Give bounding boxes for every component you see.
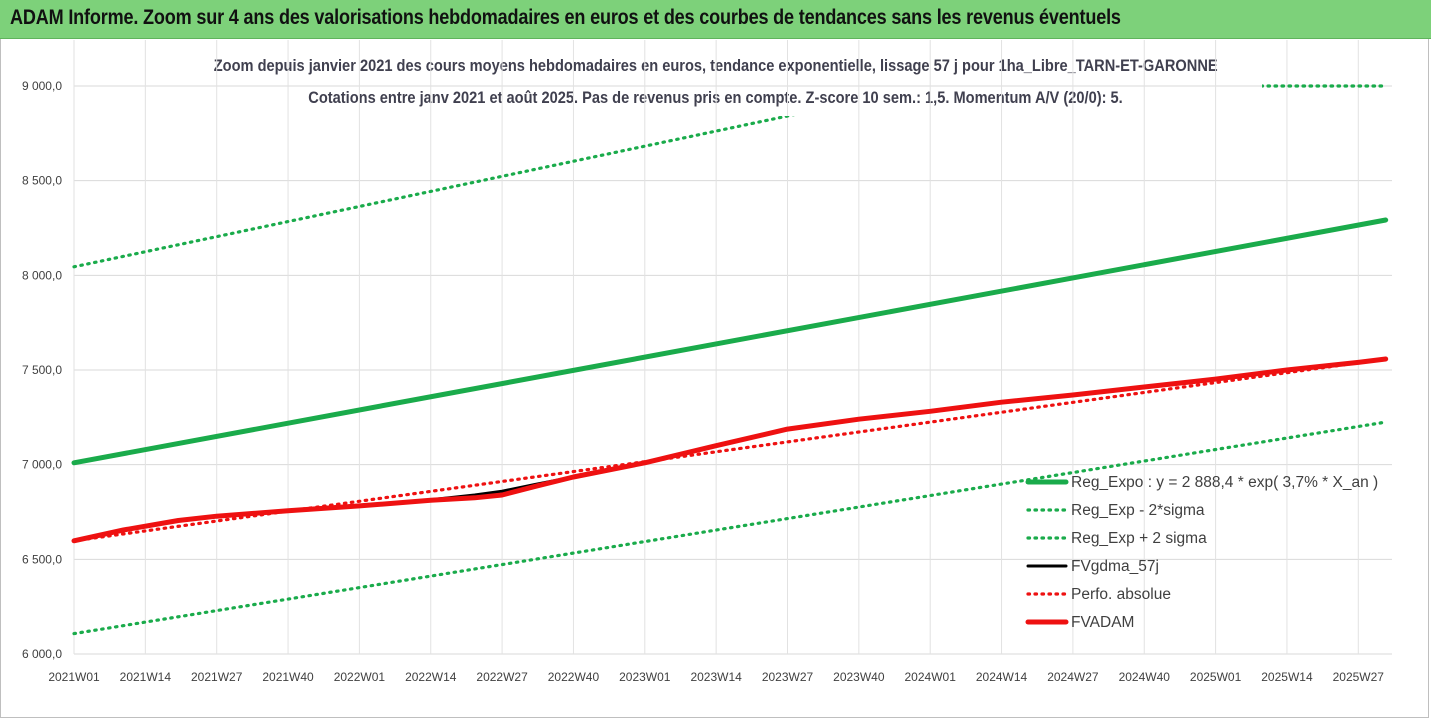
x-tick-label: 2024W14	[976, 670, 1028, 684]
legend-label: Reg_Exp - 2*sigma	[1071, 502, 1205, 519]
x-tick-label: 2025W27	[1333, 670, 1385, 684]
legend-label: FVgdma_57j	[1071, 558, 1159, 575]
x-tick-label: 2023W40	[833, 670, 885, 684]
x-tick-label: 2021W40	[262, 670, 314, 684]
legend-label: FVADAM	[1071, 614, 1134, 631]
legend: Reg_Expo : y = 2 888,4 * exp( 3,7% * X_a…	[1025, 474, 1378, 631]
x-axis-ticks: 2021W01 2021W14 2021W27 2021W40 2022W01 2022W…	[48, 670, 1384, 684]
x-tick-label: 2023W27	[762, 670, 814, 684]
y-tick-label: 9 000,0	[22, 79, 62, 93]
chart-title-line-2: Cotations entre janv 2021 et août 2025. …	[308, 88, 1123, 107]
x-tick-label: 2025W01	[1190, 670, 1242, 684]
y-tick-label: 6 500,0	[22, 552, 62, 566]
x-tick-label: 2022W40	[548, 670, 600, 684]
chart-title-line-1: Zoom depuis janvier 2021 des cours moyen…	[213, 56, 1218, 75]
series-lines	[71, 84, 1389, 636]
y-tick-label: 6 000,0	[22, 647, 62, 661]
legend-label: Reg_Expo : y = 2 888,4 * exp( 3,7% * X_a…	[1071, 474, 1378, 491]
gridlines	[73, 40, 1392, 655]
x-tick-label: 2023W14	[690, 670, 742, 684]
x-tick-label: 2021W14	[120, 670, 172, 684]
series-line-1	[72, 420, 1388, 636]
series-line-0	[71, 217, 1389, 466]
report-banner: ADAM Informe. Zoom sur 4 ans des valoris…	[0, 0, 1431, 39]
x-tick-label: 2025W14	[1261, 670, 1313, 684]
legend-label: Perfo. absolue	[1071, 586, 1171, 603]
report-title: ADAM Informe. Zoom sur 4 ans des valoris…	[10, 6, 1121, 29]
x-tick-label: 2021W27	[191, 670, 243, 684]
y-tick-label: 8 500,0	[22, 174, 62, 188]
x-tick-label: 2024W01	[905, 670, 957, 684]
y-tick-label: 7 500,0	[22, 363, 62, 377]
x-tick-label: 2022W01	[334, 670, 386, 684]
legend-label: Reg_Exp + 2 sigma	[1071, 530, 1207, 547]
x-tick-label: 2022W27	[476, 670, 528, 684]
y-tick-label: 7 000,0	[22, 458, 62, 472]
x-tick-label: 2023W01	[619, 670, 671, 684]
x-tick-label: 2021W01	[48, 670, 100, 684]
y-axis-ticks: 6 000,0 6 500,0 7 000,0 7 500,0 8 000,0 8 500…	[22, 79, 62, 661]
series-line-2	[72, 84, 1388, 269]
x-tick-label: 2022W14	[405, 670, 457, 684]
series-line-5	[71, 356, 1389, 544]
x-tick-label: 2024W27	[1047, 670, 1099, 684]
x-tick-label: 2024W40	[1119, 670, 1171, 684]
y-tick-label: 8 000,0	[22, 268, 62, 282]
